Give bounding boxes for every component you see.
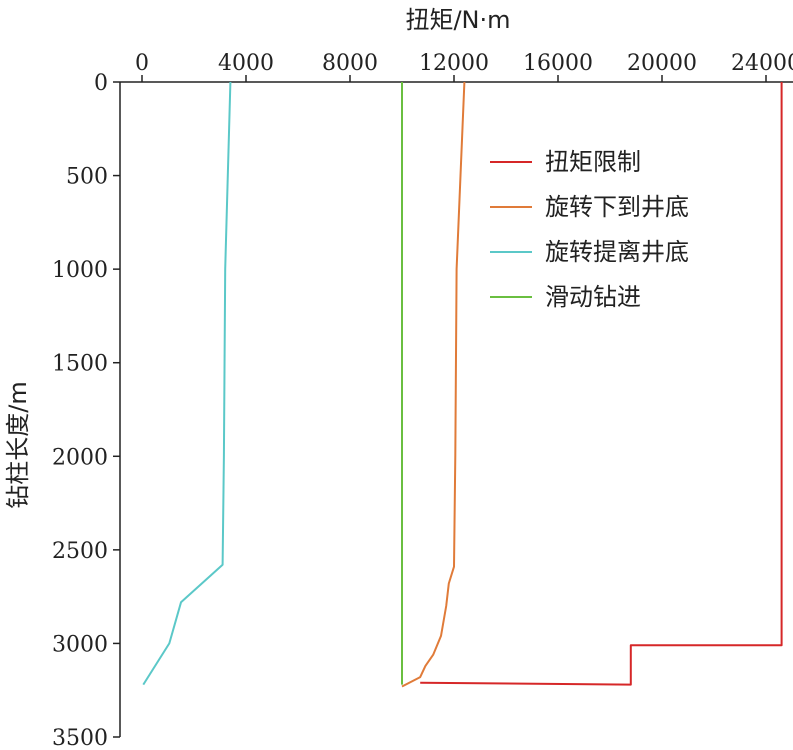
series-line-1 [420, 82, 783, 686]
legend-label-3: 旋转提离井底 [545, 238, 689, 266]
series-line-3 [142, 81, 232, 686]
x-axis-title: 扭矩/N·m [405, 6, 510, 34]
x-tick-label: 16000 [523, 51, 593, 76]
x-tick-label: 8000 [322, 51, 378, 76]
series-line-2 [401, 81, 466, 688]
y-tick-label: 1000 [52, 258, 108, 283]
y-tick-label: 3500 [52, 726, 108, 750]
y-axis-title: 钻柱长度/m [4, 381, 32, 508]
y-tick-label: 2000 [52, 445, 108, 470]
x-tick-label: 0 [135, 51, 149, 76]
series-lines [142, 81, 783, 688]
legend-label-1: 扭矩限制 [545, 148, 641, 176]
x-tick-label: 12000 [419, 51, 489, 76]
legend-label-2: 旋转下到井底 [545, 193, 689, 221]
y-tick-label: 0 [94, 71, 108, 96]
y-tick-label: 1500 [52, 352, 108, 377]
y-tick-label: 3000 [52, 632, 108, 657]
y-tick-label: 2500 [52, 539, 108, 564]
x-tick-label: 4000 [218, 51, 274, 76]
y-tick-label: 500 [66, 165, 108, 190]
legend-label-4: 滑动钻进 [545, 283, 641, 311]
x-tick-label: 20000 [627, 51, 697, 76]
